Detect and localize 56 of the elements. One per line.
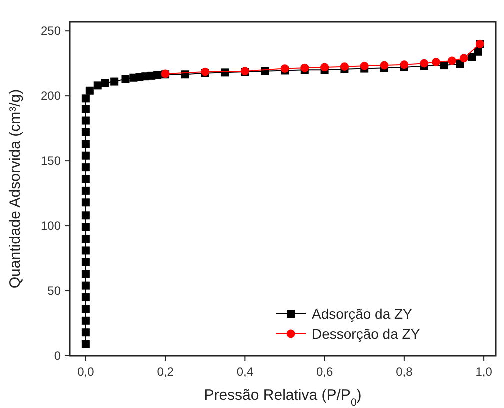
x-tick-label: 1,0 (476, 365, 493, 379)
point (94, 82, 102, 90)
x-tick-label: 0,0 (78, 365, 95, 379)
point (82, 152, 90, 160)
point (474, 48, 482, 56)
point (82, 116, 90, 125)
y-tick-label: 150 (40, 154, 62, 168)
point (400, 60, 409, 70)
point (86, 86, 94, 95)
point (82, 140, 90, 148)
point (82, 198, 90, 207)
x-tick-label: 0,2 (157, 365, 174, 379)
point (82, 105, 90, 114)
point (340, 62, 349, 72)
legend-label: Dessorção da ZY (312, 326, 421, 342)
point (82, 175, 90, 184)
point (300, 64, 310, 72)
point (82, 340, 90, 348)
legend-label: Adsorção da ZY (312, 306, 414, 322)
y-tick-label: 200 (40, 89, 62, 104)
point (432, 58, 440, 66)
y-tick-label: 50 (48, 284, 62, 298)
point (82, 294, 90, 302)
x-tick-label: 0,6 (316, 365, 334, 379)
point (380, 61, 389, 70)
point (82, 305, 90, 314)
point (82, 258, 90, 266)
point (82, 282, 90, 290)
y-tick-label: 250 (40, 24, 62, 38)
point (448, 56, 456, 66)
point (82, 94, 90, 103)
x-axis-title: Pressão Relativa (P/P$_{0}$) (204, 387, 362, 408)
y-axis-title: Quantidade Adsorvida (cm³/g) (7, 89, 24, 289)
point (82, 186, 90, 195)
y-tick-label: 100 (40, 219, 62, 234)
point (82, 270, 90, 278)
point (101, 79, 110, 88)
point (82, 328, 90, 337)
point (82, 316, 90, 325)
point (82, 223, 90, 232)
point (122, 75, 130, 84)
point (82, 164, 90, 172)
point (360, 62, 369, 70)
point (420, 59, 429, 68)
point (82, 246, 90, 255)
point (320, 63, 330, 72)
point (82, 212, 90, 220)
x-tick-label: 0,4 (236, 365, 254, 379)
point (460, 54, 468, 63)
point (110, 78, 119, 86)
point (440, 62, 448, 70)
x-tick-label: 0,8 (396, 365, 414, 379)
point (82, 128, 90, 136)
point (154, 71, 162, 80)
y-tick-label: 0 (54, 349, 62, 363)
point (82, 235, 90, 244)
